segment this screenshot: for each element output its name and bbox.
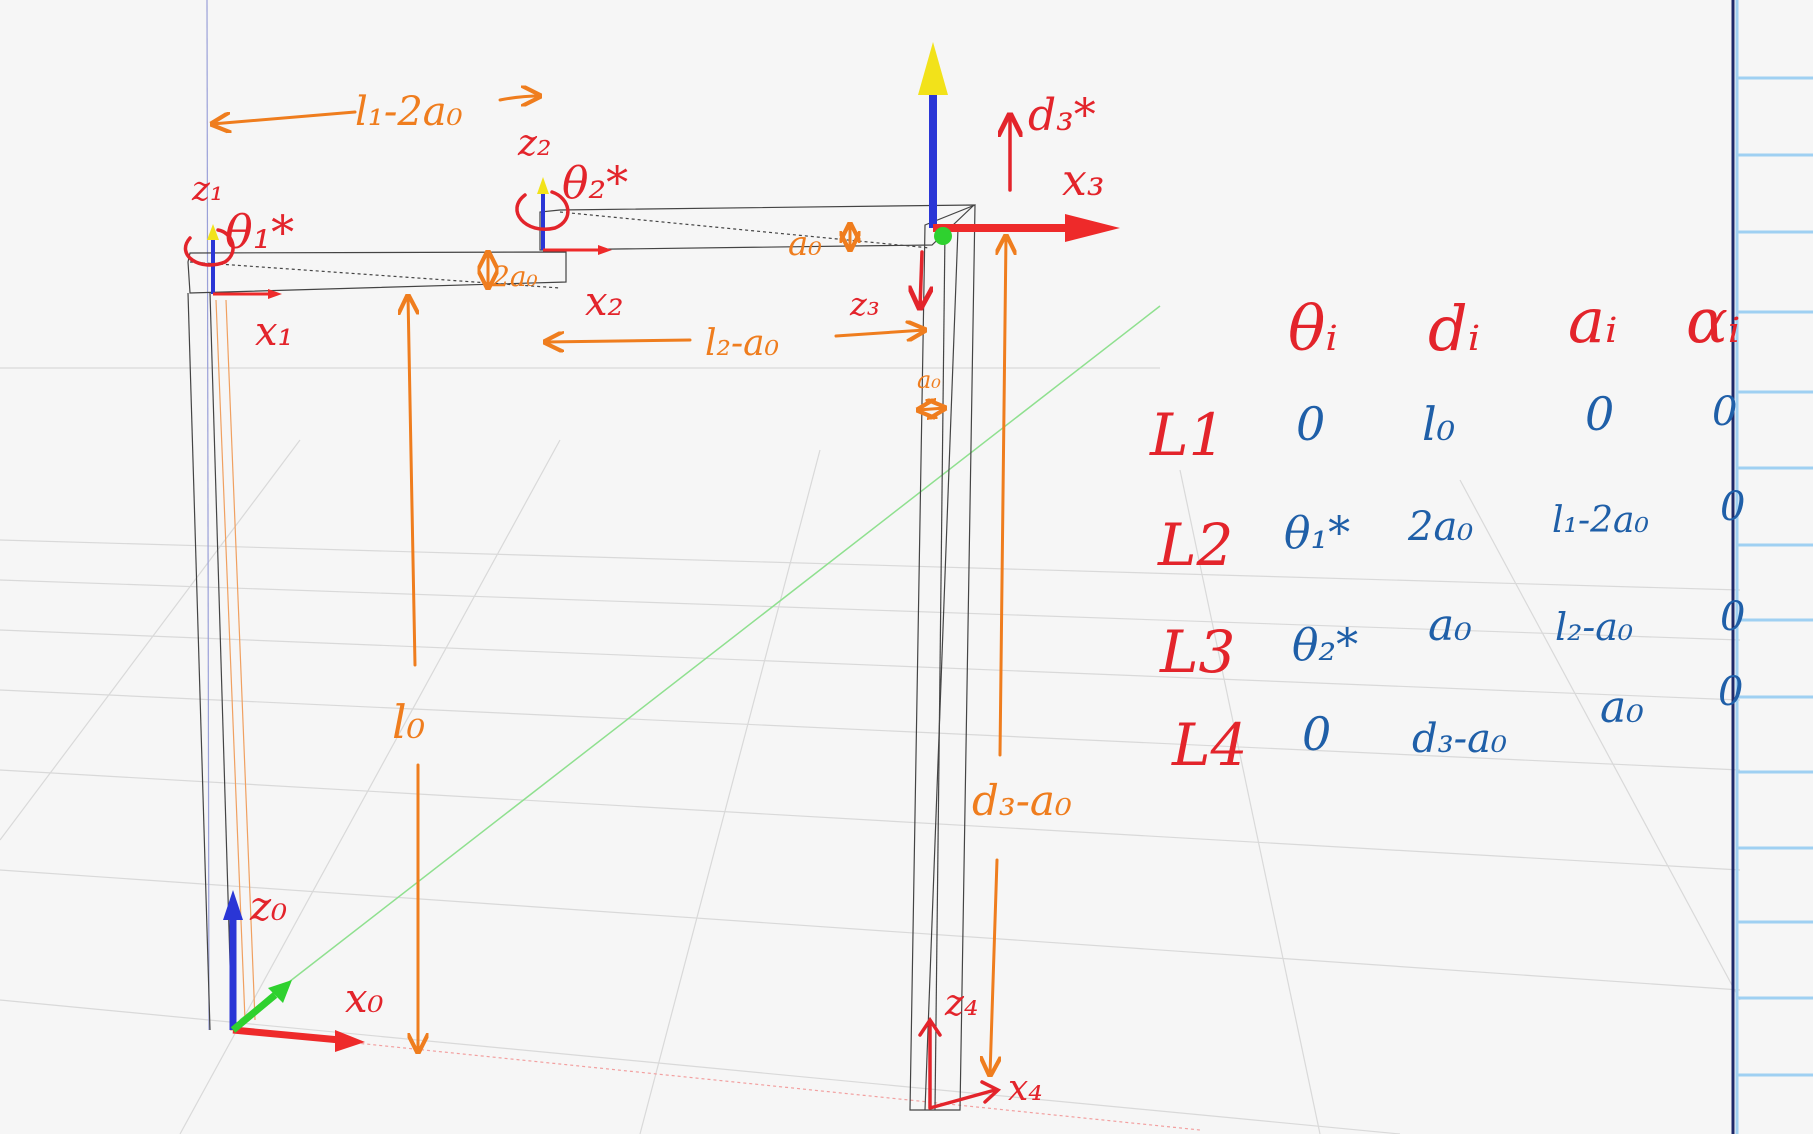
label-a0-small: a₀	[917, 366, 941, 394]
dh-table-header: θᵢ dᵢ aᵢ αᵢ	[1288, 284, 1740, 365]
row-d: a₀	[1428, 600, 1472, 651]
dh-table: θᵢ dᵢ aᵢ αᵢ L1 0 l₀ 0 0 L2 θ₁* 2a₀ l₁-2a…	[1149, 284, 1745, 779]
label-theta1-star: θ₁*	[225, 205, 294, 259]
row-a: l₂-a₀	[1555, 605, 1633, 649]
label-x0: x₀	[345, 976, 384, 1022]
label-theta2-star: θ₂*	[562, 158, 628, 209]
row-link-label: L3	[1159, 618, 1235, 686]
label-x1: x₁	[255, 309, 294, 355]
label-l1-minus-2a0: l₁-2a₀	[355, 89, 463, 135]
header-a: aᵢ	[1568, 284, 1617, 357]
label-two-a0: 2a₀	[491, 260, 538, 293]
row-a: a₀	[1600, 682, 1644, 733]
row-theta: θ₁*	[1284, 508, 1350, 559]
x-axis-guide	[229, 1029, 1201, 1131]
label-z0: z₀	[249, 884, 287, 930]
label-d3-minus-a0: d₃-a₀	[972, 776, 1072, 825]
dh-row-l1: L1 0 l₀ 0 0	[1149, 387, 1737, 469]
frame-2-triad	[537, 177, 612, 255]
label-z2: z₂	[517, 123, 551, 164]
row-d: d₃-a₀	[1412, 716, 1507, 762]
joint-rotation-marks	[183, 115, 1010, 1110]
label-l0: l₀	[392, 695, 425, 749]
row-alpha: 0	[1720, 594, 1745, 640]
row-link-label: L2	[1157, 511, 1233, 579]
y-axis-guide	[239, 305, 1161, 1021]
row-alpha: 0	[1712, 389, 1737, 435]
label-d3-star: d₃*	[1028, 90, 1096, 141]
frame-3-triad	[918, 42, 1120, 245]
row-a: l₁-2a₀	[1552, 500, 1649, 541]
frame-0-triad	[223, 890, 365, 1052]
row-alpha: 0	[1720, 484, 1745, 530]
header-theta: θᵢ	[1288, 292, 1338, 365]
label-z4: z₄	[944, 983, 978, 1024]
base-vertical-guide	[206, 0, 210, 1031]
header-alpha: αᵢ	[1686, 284, 1740, 357]
row-d: 2a₀	[1407, 504, 1473, 550]
label-z3: z₃	[849, 285, 880, 323]
floor-grid	[0, 367, 1741, 1134]
row-link-label: L4	[1171, 711, 1247, 779]
row-a: 0	[1585, 387, 1614, 441]
label-z1: z₁	[191, 169, 224, 209]
row-d: l₀	[1422, 397, 1455, 451]
dh-row-l2: L2 θ₁* 2a₀ l₁-2a₀ 0	[1157, 484, 1745, 579]
dimension-arrows	[212, 96, 1006, 1075]
row-link-label: L1	[1149, 401, 1225, 469]
row-theta: θ₂*	[1292, 620, 1358, 671]
row-theta: 0	[1296, 397, 1325, 451]
row-alpha: 0	[1718, 669, 1743, 715]
label-a0-top: a₀	[788, 224, 822, 264]
row-theta: 0	[1302, 707, 1331, 761]
dh-row-l4: L4 0 d₃-a₀ a₀ 0	[1171, 669, 1743, 779]
dh-row-l3: L3 θ₂* a₀ l₂-a₀ 0	[1159, 594, 1745, 686]
label-x2: x₂	[585, 279, 624, 325]
notebook-paper	[1731, 0, 1813, 1134]
header-d: dᵢ	[1428, 292, 1480, 365]
label-x4: x₄	[1008, 1068, 1043, 1109]
label-x3: x₃	[1062, 155, 1104, 206]
label-l2-minus-a0: l₂-a₀	[705, 323, 779, 364]
